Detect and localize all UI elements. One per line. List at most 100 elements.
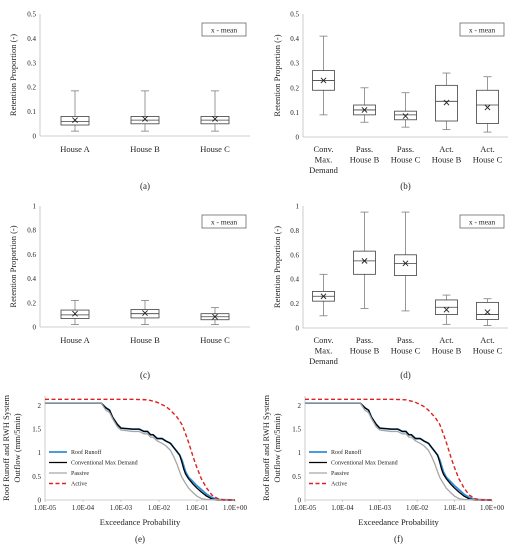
mean-marker (484, 104, 491, 111)
mean-legend-text: x - mean (469, 26, 495, 35)
y-tick-label: 2 (38, 402, 42, 410)
box-2 (353, 211, 376, 309)
mean-legend-text: x - mean (469, 218, 495, 227)
panel-label: (e) (135, 534, 145, 544)
category-label: House C (391, 346, 421, 356)
box-1 (60, 299, 90, 325)
legend-label: Passive (331, 471, 349, 477)
x-tick-label: 1.0E+00 (480, 504, 504, 512)
mean-marker (402, 260, 409, 267)
y-tick-label: 1 (38, 449, 42, 457)
series-line-passive (305, 402, 493, 501)
panel-c: 0 0.2 0.4 0.6 0.8 1 Retention Proportion (-) (c… (8, 203, 250, 380)
x-axis-label: Exceedance Probability (358, 517, 439, 527)
iqr-box (353, 250, 376, 275)
y-tick-label: 0.5 (292, 473, 301, 481)
box-3 (394, 211, 417, 312)
category-label: Act. (480, 335, 494, 345)
category-label: Conv. (314, 335, 334, 345)
category-label: Pass. (397, 144, 414, 154)
legend-label: Active (71, 482, 87, 488)
y-tick-label: 0.6 (290, 251, 299, 259)
y-tick-label: 0.1 (290, 109, 299, 117)
series-line-conventional-max-demand (45, 402, 235, 501)
legend-label: Roof Runoff (71, 449, 101, 456)
x-tick-label: 1.0E-01 (443, 504, 466, 512)
category-label: House B (350, 155, 380, 165)
category-label: Act. (439, 144, 453, 154)
y-tick-label: 0 (298, 497, 302, 505)
mean-marker (443, 306, 450, 313)
y-axis-label: Outflow (mm/5min) (12, 413, 22, 482)
y-tick-label: 0 (296, 134, 300, 142)
iqr-box (394, 254, 417, 276)
panel-label: (c) (140, 370, 150, 380)
mean-legend-box (459, 22, 505, 37)
y-tick-label: 1 (298, 449, 302, 457)
category-label: House C (200, 335, 230, 345)
mean-marker (320, 77, 327, 84)
legend-label: Active (331, 482, 347, 488)
category-label: House B (432, 155, 462, 165)
mean-marker (402, 113, 409, 120)
y-tick-label: 0.3 (290, 60, 299, 68)
y-axis-label: Roof Runoff and RWH System (261, 395, 271, 501)
legend-label: Conventional Max Demand (331, 461, 398, 467)
y-tick-label: 0.2 (27, 84, 36, 92)
y-tick-label: 0.4 (290, 35, 299, 43)
y-tick-label: 0.3 (27, 59, 36, 67)
category-label: House B (130, 335, 160, 345)
category-label: Max. (315, 346, 333, 356)
y-tick-label: 1.5 (292, 426, 301, 434)
y-tick-label: 1 (296, 203, 300, 211)
category-label: House B (350, 346, 380, 356)
legend-label: Roof Runoff (331, 449, 361, 456)
category-label: House C (391, 155, 421, 165)
iqr-box (476, 301, 499, 320)
panel-label: (b) (400, 181, 411, 191)
category-label: House A (60, 335, 90, 345)
y-tick-label: 0.2 (290, 84, 299, 92)
panel-label: (a) (140, 181, 150, 191)
mean-marker (72, 310, 78, 317)
x-tick-label: 1.0E-03 (110, 504, 133, 512)
category-label: House C (473, 155, 503, 165)
panel-label: (d) (400, 370, 411, 380)
mean-marker (142, 310, 148, 317)
x-tick-label: 1.0E-04 (331, 504, 354, 512)
x-tick-label: 1.0E-02 (148, 504, 171, 512)
x-tick-label: 1.0E-03 (369, 504, 392, 512)
box-4 (435, 72, 458, 131)
y-tick-label: 1.5 (32, 426, 41, 434)
x-axis-label: Exceedance Probability (100, 517, 181, 527)
category-label: Pass. (397, 335, 414, 345)
panel-label: (f) (394, 534, 403, 544)
y-tick-label: 0.5 (27, 11, 36, 19)
category-label: Conv. (314, 144, 334, 154)
box-3 (394, 92, 417, 128)
y-axis-label: Retention Proportion (-) (272, 34, 282, 116)
mean-marker (142, 116, 148, 122)
y-tick-label: 0.4 (27, 275, 36, 283)
y-tick-label: 0 (33, 133, 37, 141)
y-tick-label: 2 (298, 402, 302, 410)
mean-marker (212, 116, 218, 122)
mean-marker (212, 313, 218, 320)
legend-label: Passive (71, 471, 89, 477)
box-5 (476, 298, 499, 326)
category-label: Demand (309, 356, 339, 366)
y-axis-label: Retention Proportion (-) (272, 226, 282, 308)
x-tick-label: 1.0E-04 (72, 504, 95, 512)
panel-b: 0 0.1 0.2 0.3 0.4 0.5 Retention Proportion (-)… (272, 11, 508, 191)
y-tick-label: 0 (296, 325, 300, 333)
series-line-active (305, 398, 492, 501)
box-2 (130, 299, 160, 325)
x-tick-label: 1.0E-05 (294, 504, 317, 512)
panel-f: 0 0.5 1 1.5 2 Roof Runoff and RWH System Outfl… (261, 395, 504, 544)
box-4 (435, 294, 458, 325)
y-axis-label: Roof Runoff and RWH System (1, 395, 11, 501)
y-tick-label: 0.8 (27, 227, 36, 235)
y-axis-label: Retention Proportion (-) (8, 225, 18, 307)
y-tick-label: 0.2 (27, 299, 36, 307)
